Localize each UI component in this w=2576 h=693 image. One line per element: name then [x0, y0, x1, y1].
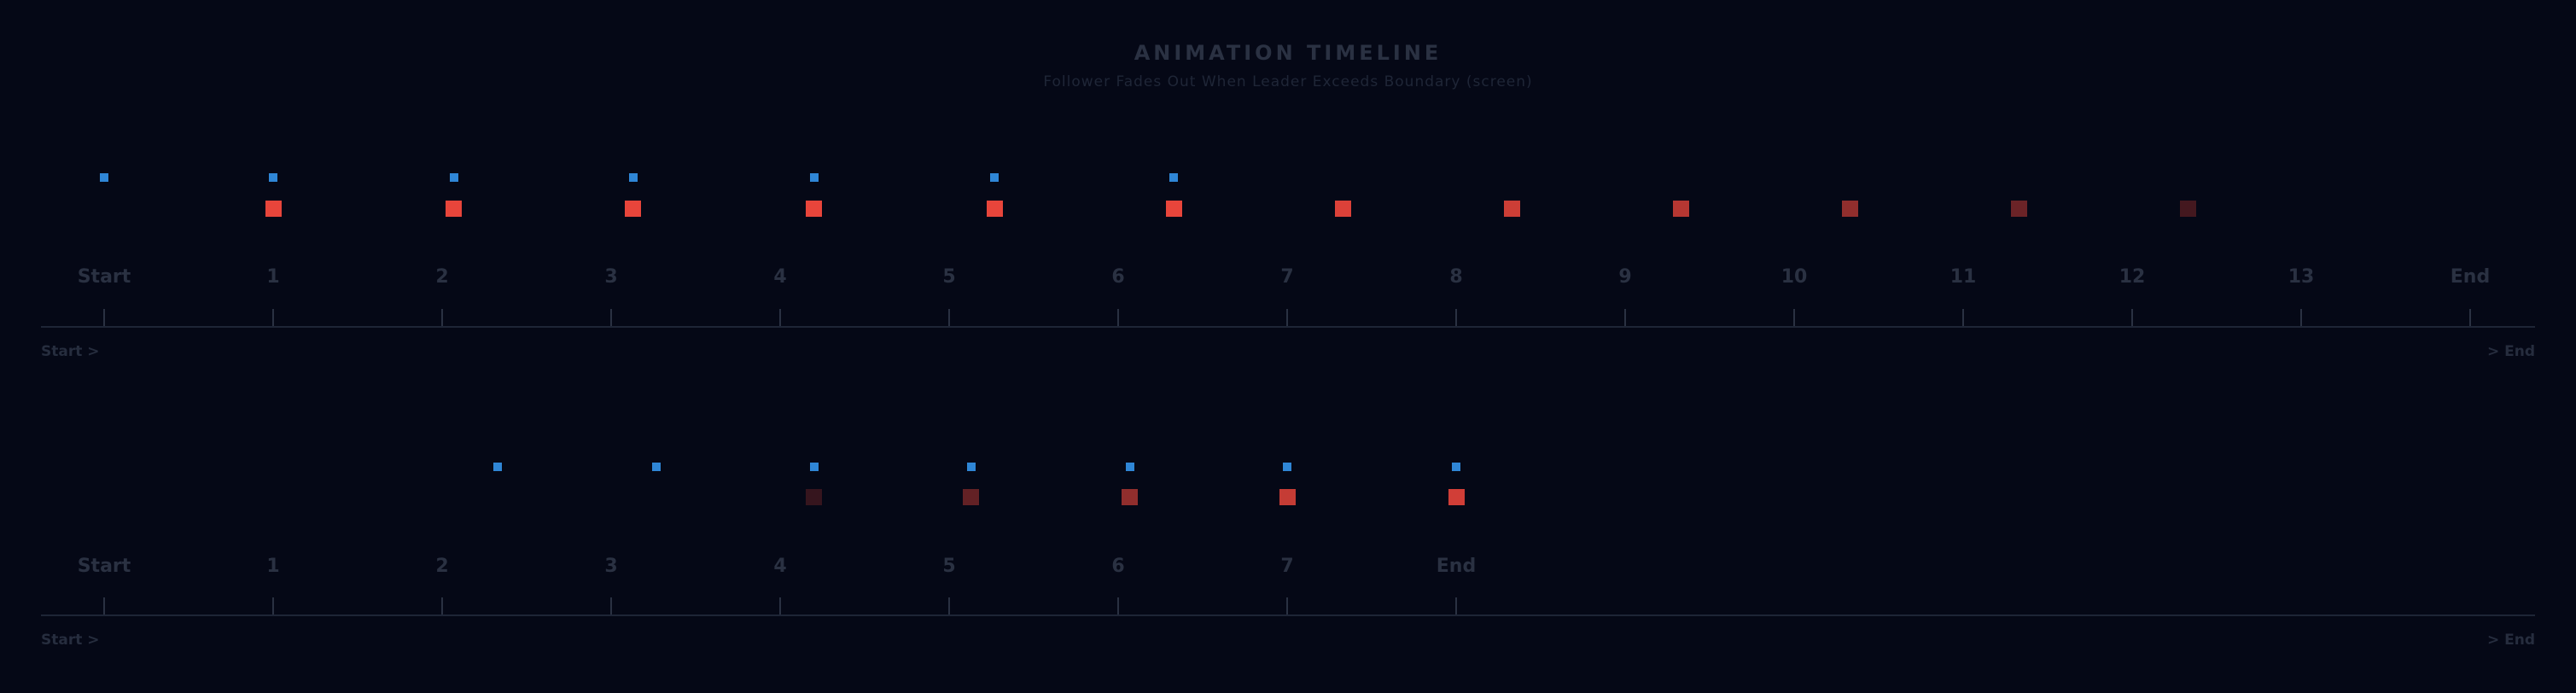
tick-label: 11 [1949, 266, 1977, 288]
leader-marker [493, 463, 503, 471]
follower-marker [1503, 200, 1520, 217]
tick-label: Start [77, 266, 131, 288]
page-subtitle: Follower Fades Out When Leader Exceeds B… [1043, 73, 1533, 90]
follower-marker [446, 200, 463, 217]
tick-label: 3 [604, 556, 618, 577]
tick-label: 2 [435, 556, 449, 577]
axis-tick [779, 597, 781, 615]
leader-marker [100, 173, 108, 182]
axis-tick [1624, 309, 1626, 327]
timeline-axis [41, 614, 2535, 616]
leader-marker [652, 463, 661, 471]
axis-tick [2131, 309, 2133, 327]
leader-marker [449, 173, 458, 182]
axis-tick [103, 309, 105, 327]
tick-label: End [2450, 266, 2491, 288]
tick-label: 13 [2288, 266, 2315, 288]
tick-label: 6 [1111, 266, 1125, 288]
leader-marker [990, 173, 1000, 182]
tick-label: 5 [942, 556, 956, 577]
tick-label: 12 [2118, 266, 2146, 288]
axis-tick [1793, 309, 1795, 327]
follower-marker [1841, 200, 1858, 217]
axis-tick [1117, 597, 1119, 615]
follower-marker [1122, 488, 1139, 505]
axis-tick [1962, 309, 1964, 327]
leader-marker [809, 173, 819, 182]
tick-label: 6 [1111, 556, 1125, 577]
follower-marker [1279, 488, 1296, 505]
axis-tick [1286, 597, 1288, 615]
tick-label: 10 [1780, 266, 1808, 288]
tick-label: 2 [435, 266, 449, 288]
axis-tick [1117, 309, 1119, 327]
tick-label: 4 [773, 556, 787, 577]
tick-label: 1 [266, 556, 280, 577]
leader-marker [1283, 463, 1291, 471]
end-edge-label: > End [2486, 632, 2535, 649]
start-edge-label: Start > [41, 343, 100, 360]
axis-tick [2300, 309, 2302, 327]
axis-tick [779, 309, 781, 327]
axis-tick [441, 597, 443, 615]
follower-marker [1334, 200, 1351, 217]
follower-marker [1165, 200, 1182, 217]
tick-label: 7 [1280, 266, 1294, 288]
tick-label: 5 [942, 266, 956, 288]
axis-tick [2469, 309, 2471, 327]
tick-label: End [1436, 556, 1477, 577]
leader-marker [809, 463, 819, 471]
axis-tick [1286, 309, 1288, 327]
follower-marker [806, 200, 823, 217]
axis-tick [272, 597, 274, 615]
leader-marker [628, 173, 638, 182]
follower-marker [265, 200, 282, 217]
tick-label: 7 [1280, 556, 1294, 577]
timeline-axis [41, 326, 2535, 328]
follower-marker [986, 200, 1003, 217]
leader-marker [1125, 463, 1134, 471]
axis-tick [948, 309, 950, 327]
follower-marker [2010, 200, 2027, 217]
axis-tick [272, 309, 274, 327]
tick-label: 3 [604, 266, 618, 288]
axis-tick [948, 597, 950, 615]
follower-marker [625, 200, 642, 217]
axis-tick [441, 309, 443, 327]
tick-label: 9 [1618, 266, 1632, 288]
start-edge-label: Start > [41, 632, 100, 649]
axis-tick [1455, 597, 1457, 615]
tick-label: Start [77, 556, 131, 577]
follower-marker [1672, 200, 1689, 217]
follower-marker [2179, 200, 2196, 217]
end-edge-label: > End [2486, 343, 2535, 360]
axis-tick [103, 597, 105, 615]
page-title: ANIMATION TIMELINE [1134, 41, 1442, 65]
follower-marker [806, 488, 823, 505]
follower-marker [1448, 488, 1465, 505]
tick-label: 1 [266, 266, 280, 288]
leader-marker [1452, 463, 1460, 471]
axis-tick [610, 309, 612, 327]
axis-tick [610, 597, 612, 615]
follower-marker [963, 488, 980, 505]
axis-tick [1455, 309, 1457, 327]
leader-marker [966, 463, 976, 471]
tick-label: 4 [773, 266, 787, 288]
tick-label: 8 [1449, 266, 1463, 288]
leader-marker [269, 173, 277, 182]
leader-marker [1169, 173, 1179, 182]
